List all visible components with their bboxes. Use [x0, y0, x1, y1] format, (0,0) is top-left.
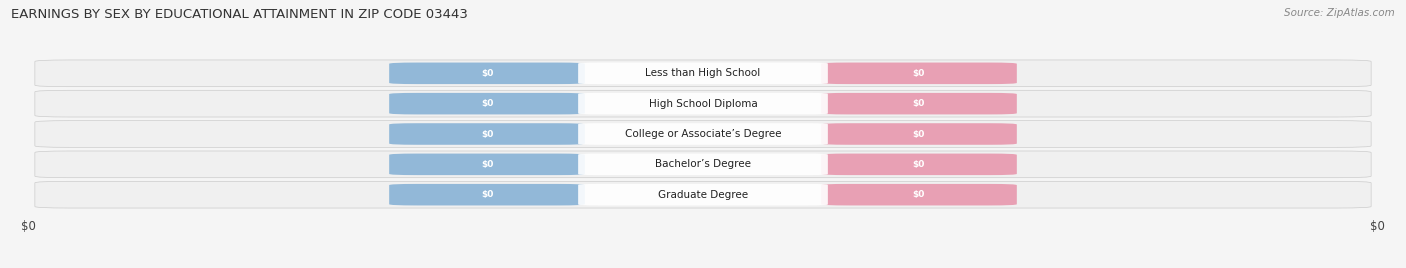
- FancyBboxPatch shape: [578, 93, 828, 114]
- Text: Graduate Degree: Graduate Degree: [658, 190, 748, 200]
- FancyBboxPatch shape: [389, 123, 585, 145]
- FancyBboxPatch shape: [389, 154, 585, 175]
- Text: $0: $0: [481, 69, 494, 78]
- FancyBboxPatch shape: [578, 184, 828, 206]
- FancyBboxPatch shape: [821, 154, 1017, 175]
- Text: $0: $0: [912, 190, 925, 199]
- FancyBboxPatch shape: [821, 62, 1017, 84]
- FancyBboxPatch shape: [578, 62, 828, 84]
- FancyBboxPatch shape: [35, 90, 1371, 117]
- Text: College or Associate’s Degree: College or Associate’s Degree: [624, 129, 782, 139]
- FancyBboxPatch shape: [389, 93, 585, 114]
- FancyBboxPatch shape: [578, 154, 828, 175]
- Text: Source: ZipAtlas.com: Source: ZipAtlas.com: [1284, 8, 1395, 18]
- FancyBboxPatch shape: [578, 123, 828, 145]
- FancyBboxPatch shape: [35, 151, 1371, 178]
- FancyBboxPatch shape: [389, 184, 585, 206]
- FancyBboxPatch shape: [35, 60, 1371, 87]
- FancyBboxPatch shape: [821, 184, 1017, 206]
- FancyBboxPatch shape: [35, 121, 1371, 147]
- Text: EARNINGS BY SEX BY EDUCATIONAL ATTAINMENT IN ZIP CODE 03443: EARNINGS BY SEX BY EDUCATIONAL ATTAINMEN…: [11, 8, 468, 21]
- Text: $0: $0: [912, 99, 925, 108]
- FancyBboxPatch shape: [389, 62, 585, 84]
- Text: $0: $0: [481, 99, 494, 108]
- FancyBboxPatch shape: [821, 123, 1017, 145]
- Text: Bachelor’s Degree: Bachelor’s Degree: [655, 159, 751, 169]
- Text: $0: $0: [481, 190, 494, 199]
- Text: $0: $0: [912, 160, 925, 169]
- Text: $0: $0: [481, 129, 494, 139]
- Text: Less than High School: Less than High School: [645, 68, 761, 78]
- Text: High School Diploma: High School Diploma: [648, 99, 758, 109]
- Text: $0: $0: [481, 160, 494, 169]
- FancyBboxPatch shape: [35, 181, 1371, 208]
- Text: $0: $0: [912, 129, 925, 139]
- FancyBboxPatch shape: [821, 93, 1017, 114]
- Text: $0: $0: [912, 69, 925, 78]
